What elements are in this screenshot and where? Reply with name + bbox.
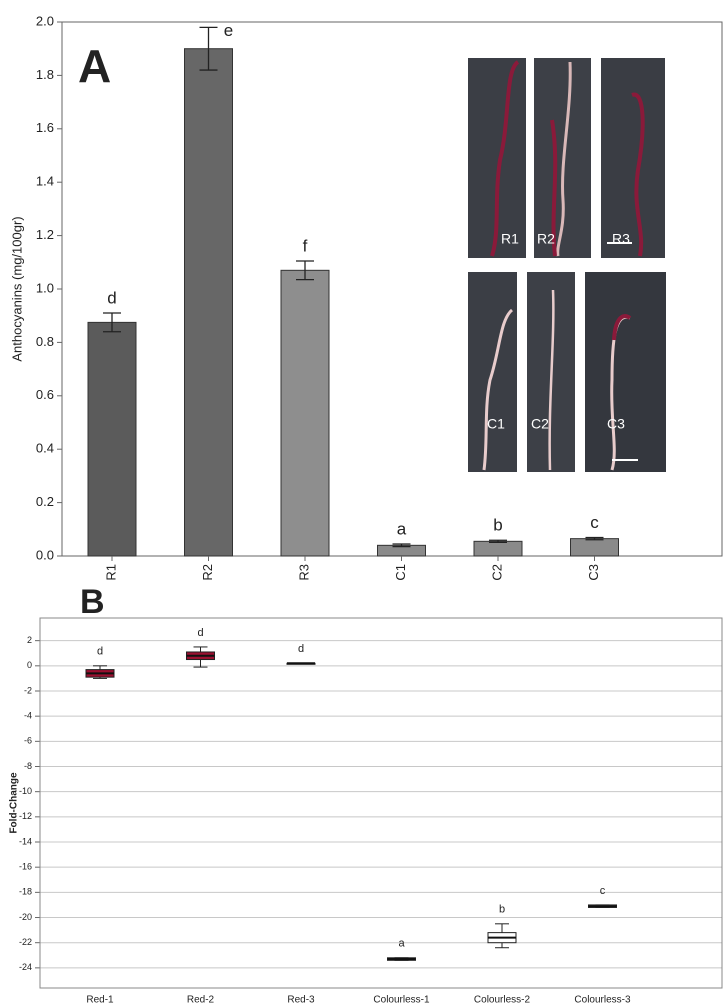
significance-letter: d [298, 643, 304, 655]
figure: 0.0 0.2 0.4 0.6 0.8 1.0 1.2 1.4 1.6 1.8 2.0 d R1 e R2 f… [0, 0, 723, 1007]
y-tick-label: 0.0 [36, 547, 54, 562]
y-tick-label: -20 [19, 912, 32, 922]
y-tick-label: -8 [24, 761, 32, 771]
significance-letter: d [97, 646, 103, 658]
y-tick-label: -18 [19, 887, 32, 897]
bar [474, 541, 522, 556]
y-tick-label: 1.2 [36, 227, 54, 242]
y-axis-label: Fold-Change [9, 772, 20, 834]
x-tick-label: Colourless-1 [373, 995, 430, 1006]
x-tick-label: Red-1 [86, 995, 114, 1006]
significance-letter: b [493, 516, 502, 535]
y-tick-label: -14 [19, 836, 32, 846]
inset-label: C2 [531, 416, 549, 432]
x-tick-label: Red-2 [187, 995, 215, 1006]
significance-letter: b [499, 904, 505, 916]
y-tick-label: -4 [24, 711, 32, 721]
bar [281, 270, 329, 556]
significance-letter: f [303, 236, 308, 255]
y-tick-label: 2 [27, 635, 32, 645]
inset-label: C1 [487, 416, 505, 432]
significance-letter: c [590, 513, 599, 532]
x-tick-label: C3 [586, 564, 601, 581]
y-tick-label: -24 [19, 962, 32, 972]
x-tick-label: R3 [296, 564, 311, 581]
panel-label: A [78, 40, 111, 92]
y-tick-label: -16 [19, 862, 32, 872]
y-tick-label: 0.2 [36, 494, 54, 509]
x-tick-label: R1 [103, 564, 118, 581]
y-tick-label: 0.6 [36, 387, 54, 402]
x-tick-label: R2 [200, 564, 215, 581]
y-tick-label: 1.8 [36, 67, 54, 82]
y-tick-label: 1.0 [36, 280, 54, 295]
panel-label: B [80, 583, 105, 621]
bar [571, 539, 619, 556]
significance-letter: e [224, 21, 233, 40]
y-tick-label: -6 [24, 736, 32, 746]
y-tick-label: 0 [27, 660, 32, 670]
inset-label: R2 [537, 231, 555, 247]
x-tick-label: Colourless-3 [574, 995, 631, 1006]
significance-letter: d [107, 289, 116, 308]
y-tick-label: -2 [24, 685, 32, 695]
inset-label: R1 [501, 231, 519, 247]
significance-letter: d [197, 627, 203, 639]
x-tick-label: Red-3 [287, 995, 315, 1006]
x-tick-label: C2 [489, 564, 504, 581]
y-tick-label: -22 [19, 937, 32, 947]
y-tick-label: 0.8 [36, 334, 54, 349]
y-tick-label: 0.4 [36, 441, 54, 456]
significance-letter: a [397, 519, 407, 538]
bar [185, 49, 233, 556]
y-tick-label: -10 [19, 786, 32, 796]
y-tick-label: 1.4 [36, 174, 54, 189]
plot-frame [40, 618, 722, 988]
y-tick-label: 2.0 [36, 13, 54, 28]
x-tick-label: C1 [393, 564, 408, 581]
y-tick-label: 1.6 [36, 120, 54, 135]
inset-label: R3 [612, 231, 630, 247]
y-axis-label: Anthocyanins (mg/100gr) [9, 216, 24, 361]
bar [88, 322, 136, 556]
x-tick-label: Colourless-2 [474, 995, 531, 1006]
inset-label: C3 [607, 416, 625, 432]
significance-letter: a [398, 938, 405, 950]
significance-letter: c [600, 885, 606, 897]
y-tick-label: -12 [19, 811, 32, 821]
inset-photos [468, 58, 666, 472]
